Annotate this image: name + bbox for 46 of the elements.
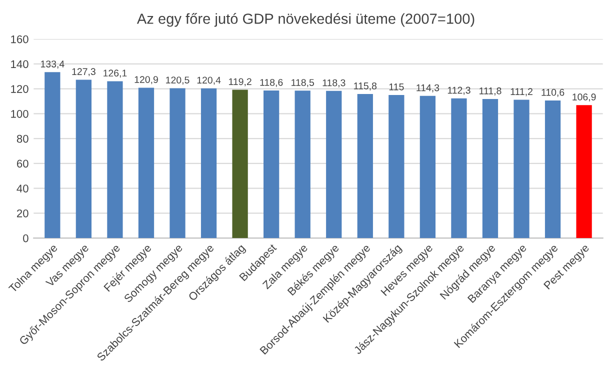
bar (388, 95, 404, 238)
bar (200, 88, 217, 238)
bar (576, 105, 592, 238)
y-tick-label: 160 (11, 35, 28, 44)
bar (357, 94, 373, 238)
data-label: 111,8 (480, 87, 502, 96)
data-label: 115,8 (354, 82, 377, 90)
bar (264, 90, 280, 238)
data-label: 126,1 (104, 70, 127, 78)
data-label: 114,3 (416, 84, 440, 92)
bar (107, 81, 123, 238)
y-tick-label: 140 (11, 60, 28, 68)
data-label: 112,3 (448, 86, 470, 95)
y-tick-label: 80 (16, 134, 28, 143)
data-label: 118,6 (260, 78, 283, 88)
y-tick-label: 0 (23, 234, 28, 242)
data-label: 110,6 (542, 88, 564, 97)
chart-title: Az egy főre jutó GDP növekedési üteme (2007=100) (136, 13, 474, 27)
bar (451, 98, 467, 238)
bar (420, 96, 436, 238)
data-label: 120,5 (166, 76, 190, 85)
data-label: 115 (389, 84, 404, 90)
y-tick-label: 100 (11, 110, 28, 118)
bar (138, 88, 154, 238)
y-tick-label: 20 (17, 209, 28, 218)
y-tick-label: 120 (11, 85, 28, 93)
data-label: 127,3 (72, 68, 96, 76)
y-tick-label: 40 (16, 184, 28, 192)
data-label: 106,9 (572, 94, 596, 102)
bar (482, 99, 498, 238)
bar (544, 100, 561, 238)
data-label: 118,5 (292, 79, 314, 88)
bar (44, 72, 60, 238)
bar (232, 90, 248, 238)
data-label: 118,3 (322, 79, 346, 88)
bar (170, 88, 186, 238)
data-label: 120,9 (134, 76, 158, 84)
data-label: 133,4 (41, 60, 64, 69)
bar (76, 80, 92, 238)
data-label: 120,4 (197, 76, 221, 85)
bar (294, 90, 310, 238)
y-tick-label: 60 (17, 160, 28, 168)
data-label: 111,2 (510, 88, 532, 96)
bar (326, 90, 342, 238)
bar (514, 100, 530, 238)
data-label: 119,2 (228, 78, 252, 86)
